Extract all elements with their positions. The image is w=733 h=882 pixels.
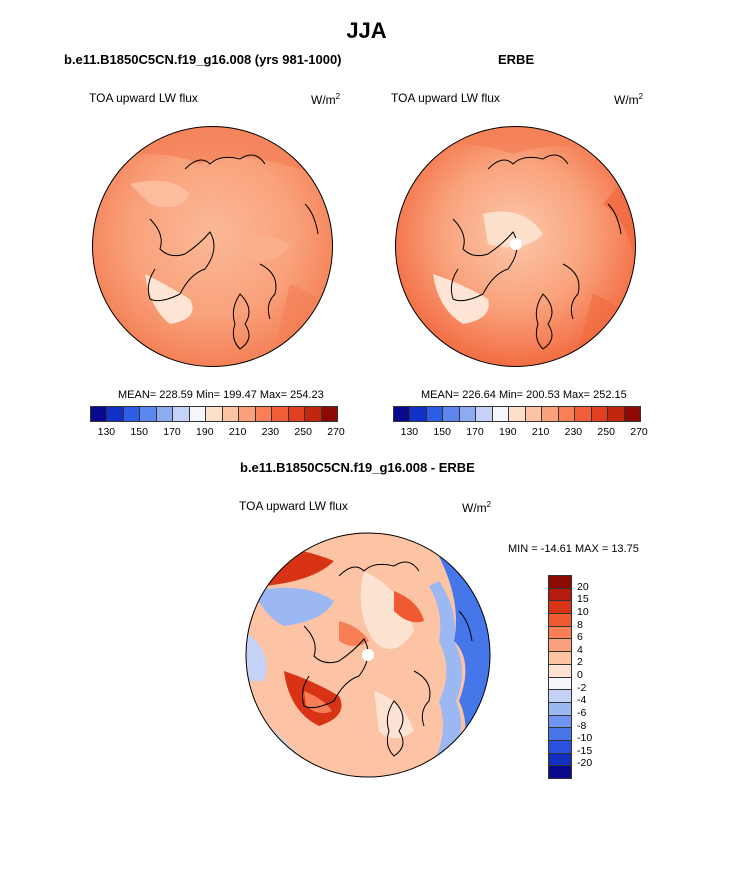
diff-polar-map <box>245 532 491 778</box>
colorbar-swatch <box>549 690 571 703</box>
colorbar-swatch <box>549 614 571 627</box>
colorbar-tick-label: 230 <box>261 426 280 438</box>
colorbar-tick-label: -10 <box>577 732 593 745</box>
colorbar-swatch <box>549 753 571 767</box>
colorbar-swatch <box>222 407 240 421</box>
colorbar-tick-label: 270 <box>327 426 345 438</box>
diff-colorbar-ticks: 20 15 10 8 6 4 2 0 -2 -4 -6 -8 -10 -15 -20 <box>577 575 617 777</box>
colorbar-tick-label: 4 <box>577 643 583 656</box>
colorbar-tick-label: 10 <box>577 605 589 618</box>
colorbar-tick-label: 270 <box>630 426 648 438</box>
colorbar-swatch <box>549 652 571 665</box>
diff-variable-label: TOA upward LW flux <box>239 499 348 513</box>
colorbar-tick-label: -4 <box>577 694 587 707</box>
right-stats: MEAN= 226.64 Min= 200.53 Max= 252.15 <box>421 389 627 401</box>
colorbar-swatch <box>525 407 543 421</box>
colorbar-swatch <box>394 407 411 421</box>
colorbar-swatch <box>305 407 322 421</box>
right-colorbar <box>393 406 641 422</box>
colorbar-swatch <box>410 407 427 421</box>
colorbar-swatch <box>549 601 571 615</box>
colorbar-tick-label: 2 <box>577 656 583 669</box>
colorbar-tick-label: 230 <box>564 426 583 438</box>
figure-title: JJA <box>346 18 387 43</box>
colorbar-swatch <box>426 407 444 421</box>
colorbar-swatch <box>173 407 190 421</box>
colorbar-swatch <box>509 407 526 421</box>
right-polar-map <box>395 126 636 367</box>
colorbar-swatch <box>206 407 223 421</box>
colorbar-tick-label: 0 <box>577 669 583 681</box>
colorbar-tick-label: 210 <box>531 426 550 438</box>
colorbar-swatch <box>476 407 493 421</box>
colorbar-tick-label: 6 <box>577 631 583 644</box>
colorbar-swatch <box>549 715 571 729</box>
colorbar-tick-label: 250 <box>294 426 312 438</box>
colorbar-swatch <box>558 407 576 421</box>
colorbar-tick-label: -8 <box>577 719 587 732</box>
colorbar-swatch <box>591 407 609 421</box>
colorbar-tick-label: -15 <box>577 744 593 757</box>
colorbar-tick-label: 170 <box>466 426 484 438</box>
right-variable-label: TOA upward LW flux <box>391 91 500 105</box>
colorbar-tick-label: 170 <box>163 426 181 438</box>
colorbar-swatch <box>443 407 460 421</box>
colorbar-swatch <box>624 407 641 421</box>
colorbar-swatch <box>549 677 571 691</box>
diff-panel-title: b.e11.B1850C5CN.f19_g16.008 - ERBE <box>240 460 475 475</box>
left-colorbar <box>90 406 338 422</box>
colorbar-tick-label: 20 <box>577 580 589 593</box>
colorbar-swatch <box>255 407 273 421</box>
colorbar-swatch <box>156 407 174 421</box>
left-colorbar-ticks: 130 150 170 190 210 230 250 270 <box>90 426 345 440</box>
colorbar-tick-label: -2 <box>577 681 587 694</box>
colorbar-swatch <box>549 740 571 754</box>
colorbar-swatch <box>140 407 157 421</box>
colorbar-tick-label: 190 <box>499 426 517 438</box>
colorbar-swatch <box>107 407 124 421</box>
diff-units-label: W/m2 <box>462 500 492 515</box>
colorbar-tick-label: 150 <box>433 426 451 438</box>
left-variable-label: TOA upward LW flux <box>89 91 198 105</box>
right-panel-title: ERBE <box>498 52 535 67</box>
left-stats: MEAN= 228.59 Min= 199.47 Max= 254.23 <box>118 389 324 401</box>
colorbar-swatch <box>549 576 571 589</box>
colorbar-swatch <box>492 407 510 421</box>
colorbar-tick-label: 150 <box>130 426 148 438</box>
diff-stats: MIN = -14.61 MAX = 13.75 <box>508 543 639 555</box>
colorbar-swatch <box>608 407 625 421</box>
left-polar-map <box>92 126 333 367</box>
colorbar-swatch <box>123 407 141 421</box>
colorbar-tick-label: -6 <box>577 706 587 719</box>
colorbar-tick-label: 8 <box>577 618 583 631</box>
colorbar-swatch <box>189 407 207 421</box>
colorbar-tick-label: 210 <box>228 426 247 438</box>
left-panel-title: b.e11.B1850C5CN.f19_g16.008 (yrs 981-100… <box>64 52 342 67</box>
colorbar-swatch <box>549 728 571 741</box>
colorbar-swatch <box>549 702 571 716</box>
colorbar-swatch <box>549 639 571 653</box>
diff-colorbar <box>548 575 572 779</box>
colorbar-tick-label: -20 <box>577 757 593 770</box>
right-colorbar-ticks: 130 150 170 190 210 230 250 270 <box>393 426 648 440</box>
colorbar-swatch <box>288 407 306 421</box>
colorbar-swatch <box>91 407 108 421</box>
colorbar-swatch <box>459 407 477 421</box>
colorbar-swatch <box>542 407 559 421</box>
colorbar-tick-label: 250 <box>597 426 615 438</box>
colorbar-swatch <box>321 407 338 421</box>
colorbar-swatch <box>239 407 256 421</box>
colorbar-tick-label: 130 <box>97 426 116 438</box>
colorbar-swatch <box>549 588 571 602</box>
colorbar-tick-label: 130 <box>400 426 419 438</box>
colorbar-swatch <box>549 626 571 640</box>
colorbar-swatch <box>549 664 571 678</box>
right-units-label: W/m2 <box>614 92 644 107</box>
colorbar-swatch <box>575 407 592 421</box>
left-units-label: W/m2 <box>311 92 341 107</box>
colorbar-tick-label: 190 <box>196 426 214 438</box>
colorbar-swatch <box>272 407 289 421</box>
colorbar-swatch <box>549 766 571 778</box>
colorbar-tick-label: 15 <box>577 593 589 606</box>
